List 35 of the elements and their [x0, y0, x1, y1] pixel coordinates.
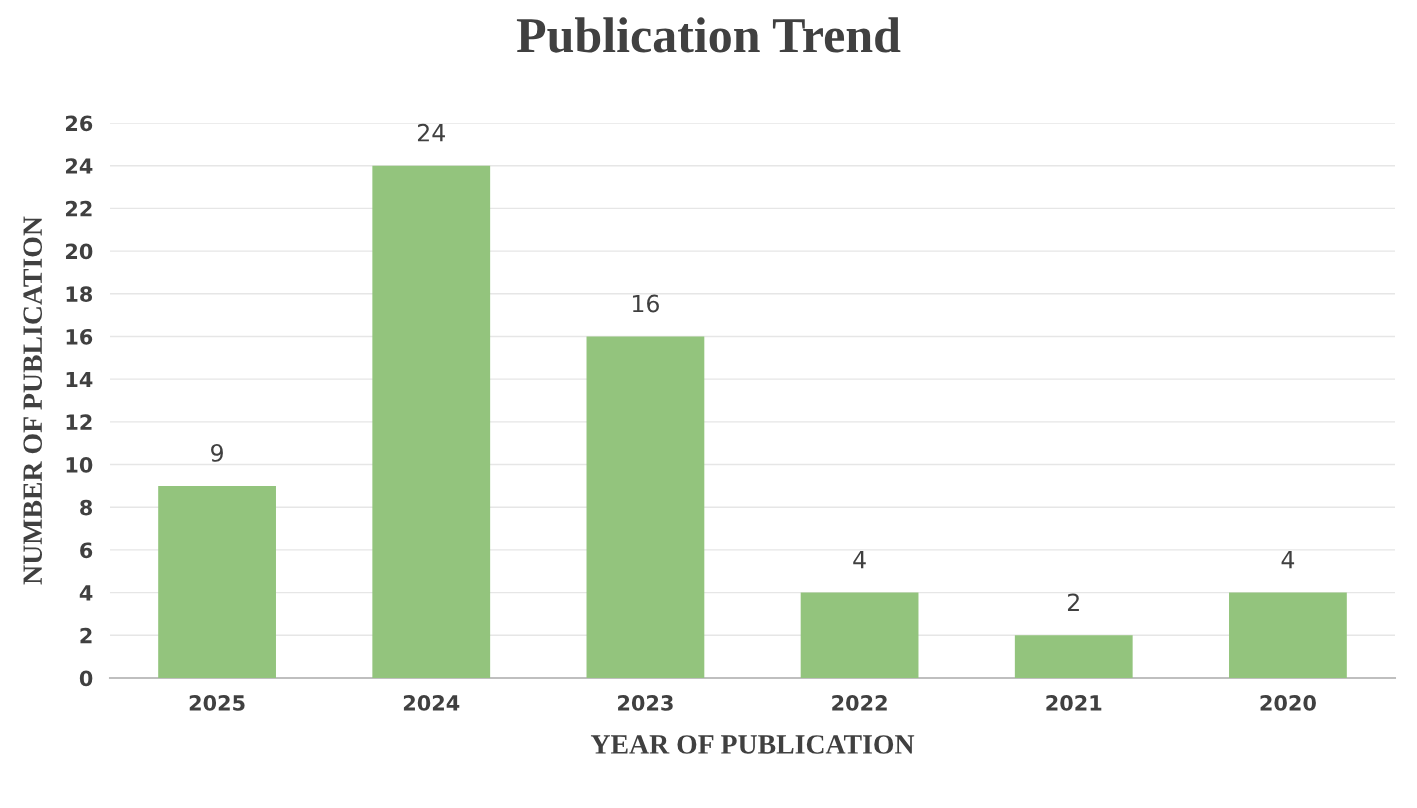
y-tick-label: 22	[65, 200, 92, 217]
x-axis-title: YEAR OF PUBLICATION	[590, 735, 915, 754]
data-label: 4	[1281, 551, 1295, 569]
y-tick-label: 4	[79, 585, 93, 601]
y-tick-label: 8	[80, 499, 93, 516]
y-tick-label: 14	[66, 371, 93, 388]
bar	[800, 592, 919, 678]
data-label: 16	[632, 294, 659, 313]
chart-title: Publication Trend	[516, 17, 901, 53]
y-tick-label: 12	[66, 414, 92, 430]
data-label: 2	[1067, 593, 1079, 611]
y-tick-label: 0	[79, 670, 93, 687]
y-tick-label: 2	[80, 627, 92, 644]
y-tick-label: 20	[65, 243, 93, 260]
bar	[1014, 635, 1133, 678]
y-tick-label: 24	[65, 158, 93, 174]
y-tick-label: 26	[65, 115, 93, 132]
x-tick-label: 2020	[1260, 695, 1316, 711]
x-tick-label: 2024	[403, 695, 460, 711]
x-tick-label: 2023	[618, 695, 673, 711]
data-label: 4	[853, 551, 866, 569]
y-tick-label: 18	[66, 286, 93, 302]
data-label: 24	[417, 123, 445, 142]
bar	[1229, 592, 1347, 678]
data-label: 9	[211, 444, 223, 462]
y-tick-label: 16	[66, 328, 93, 345]
y-axis-title: NUMBER OF PUBLICATION	[23, 216, 43, 585]
bar	[158, 485, 276, 678]
y-tick-label: 6	[80, 542, 93, 559]
x-tick-label: 2025	[189, 695, 245, 711]
y-tick-label: 10	[66, 456, 93, 473]
bar	[586, 336, 705, 678]
bar	[372, 165, 491, 678]
x-tick-label: 2021	[1046, 695, 1102, 711]
x-tick-label: 2022	[832, 695, 887, 711]
